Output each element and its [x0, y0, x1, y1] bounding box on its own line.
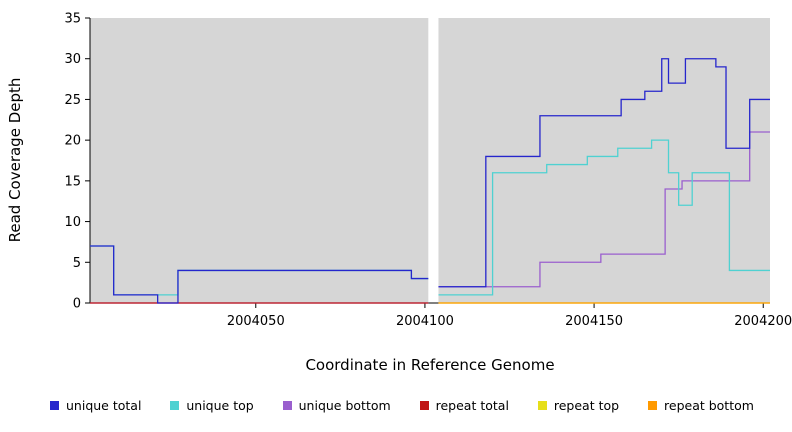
- series-unique-total-line: [90, 245, 429, 304]
- series-unique-bottom-line: [438, 131, 770, 288]
- legend-swatch-repeat-bottom: [648, 401, 658, 410]
- legend-item-unique-top: unique top: [170, 398, 254, 413]
- x-axis-label: Coordinate in Reference Genome: [305, 356, 554, 374]
- legend-item-repeat-total: repeat total: [419, 398, 509, 413]
- legend-swatch-repeat-top: [537, 401, 547, 410]
- legend-label: unique bottom: [298, 398, 391, 413]
- legend-swatch-unique-top: [170, 401, 180, 410]
- legend-label: repeat total: [435, 398, 509, 413]
- y-tick-label: 10: [64, 215, 81, 230]
- y-tick-label: 35: [64, 12, 81, 27]
- legend-swatch-unique-bottom: [282, 401, 292, 410]
- legend-label: unique top: [186, 398, 254, 413]
- coverage-gap-band: [428, 18, 439, 303]
- x-tick-label: 2004150: [565, 314, 623, 329]
- legend-item-unique-total: unique total: [50, 398, 141, 413]
- y-axis-label: Read Coverage Depth: [6, 78, 24, 243]
- legend-item-repeat-bottom: repeat bottom: [648, 398, 754, 413]
- y-tick-label: 25: [64, 93, 81, 108]
- x-tick-label: 2004200: [734, 314, 792, 329]
- legend-swatch-unique-total: [50, 401, 59, 410]
- y-tick-label: 20: [64, 134, 81, 149]
- legend-label: repeat bottom: [664, 398, 754, 413]
- x-tick-label: 2004050: [227, 314, 285, 329]
- y-tick-label: 30: [64, 52, 81, 67]
- legend-item-repeat-top: repeat top: [537, 398, 620, 413]
- y-tick-label: 5: [73, 256, 81, 271]
- series-unique-total-line: [438, 58, 770, 288]
- legend-label: repeat top: [553, 398, 620, 413]
- chart-generated-layer: 0 5 10 15 20 25 30 35 2004050 2004100 2004150 20042…: [64, 12, 792, 330]
- x-tick-label: 2004100: [396, 314, 454, 329]
- coverage-chart: 0 5 10 15 20 25 30 35 2004050 2004100 2004150 20042…: [6, 12, 792, 375]
- series-unique-top-line: [438, 139, 770, 296]
- y-tick-label: 15: [64, 174, 81, 189]
- legend-item-unique-bottom: unique bottom: [282, 398, 391, 413]
- legend-label: unique total: [66, 398, 142, 413]
- legend-swatch-repeat-total: [419, 401, 429, 410]
- y-tick-label: 0: [73, 297, 81, 312]
- legend: unique total unique top unique bottom repea…: [0, 392, 792, 413]
